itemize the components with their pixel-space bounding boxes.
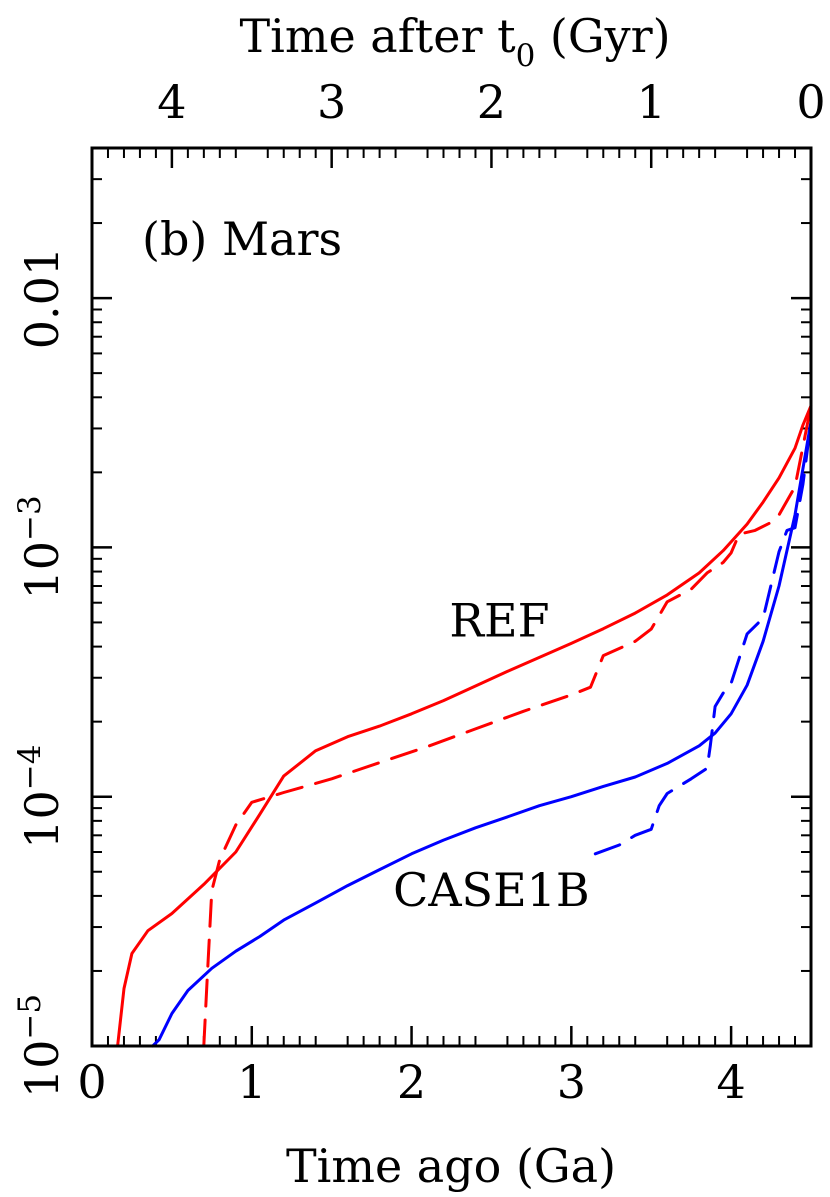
x-tick-label: 2 [397,1055,426,1109]
series-case1b-solid [151,420,813,1048]
series-ref-dashed [202,404,813,1048]
y-tick-label: 10−3 [12,495,69,599]
y-tick-label: 10−4 [12,745,69,849]
series-annotation: REF [449,593,549,647]
plot-frame [90,146,813,1048]
x-axis-title: Time ago (Ga) [286,1139,616,1193]
x-tick-label: 0 [77,1055,106,1109]
x2-tick-label: 4 [157,75,186,129]
x2-tick-label: 3 [317,75,346,129]
top-axis-title: Time after t0 (Gyr) [239,9,670,74]
x2-tick-label: 0 [796,75,825,129]
x2-tick-label: 2 [477,75,506,129]
plot-area [116,404,813,1048]
x2-tick-label: 1 [637,75,666,129]
y-tick-label: 0.01 [15,247,69,349]
x-tick-label: 4 [716,1055,745,1109]
axis-ticks [90,148,813,1048]
panel-label: (b) Mars [142,212,342,266]
y-tick-label: 10−5 [12,994,69,1098]
x-tick-label: 1 [237,1055,266,1109]
series-annotation: CASE1B [393,863,590,917]
series-case1b-dashed [593,420,813,856]
x-tick-label: 3 [557,1055,586,1109]
series-ref-solid [116,404,813,1048]
